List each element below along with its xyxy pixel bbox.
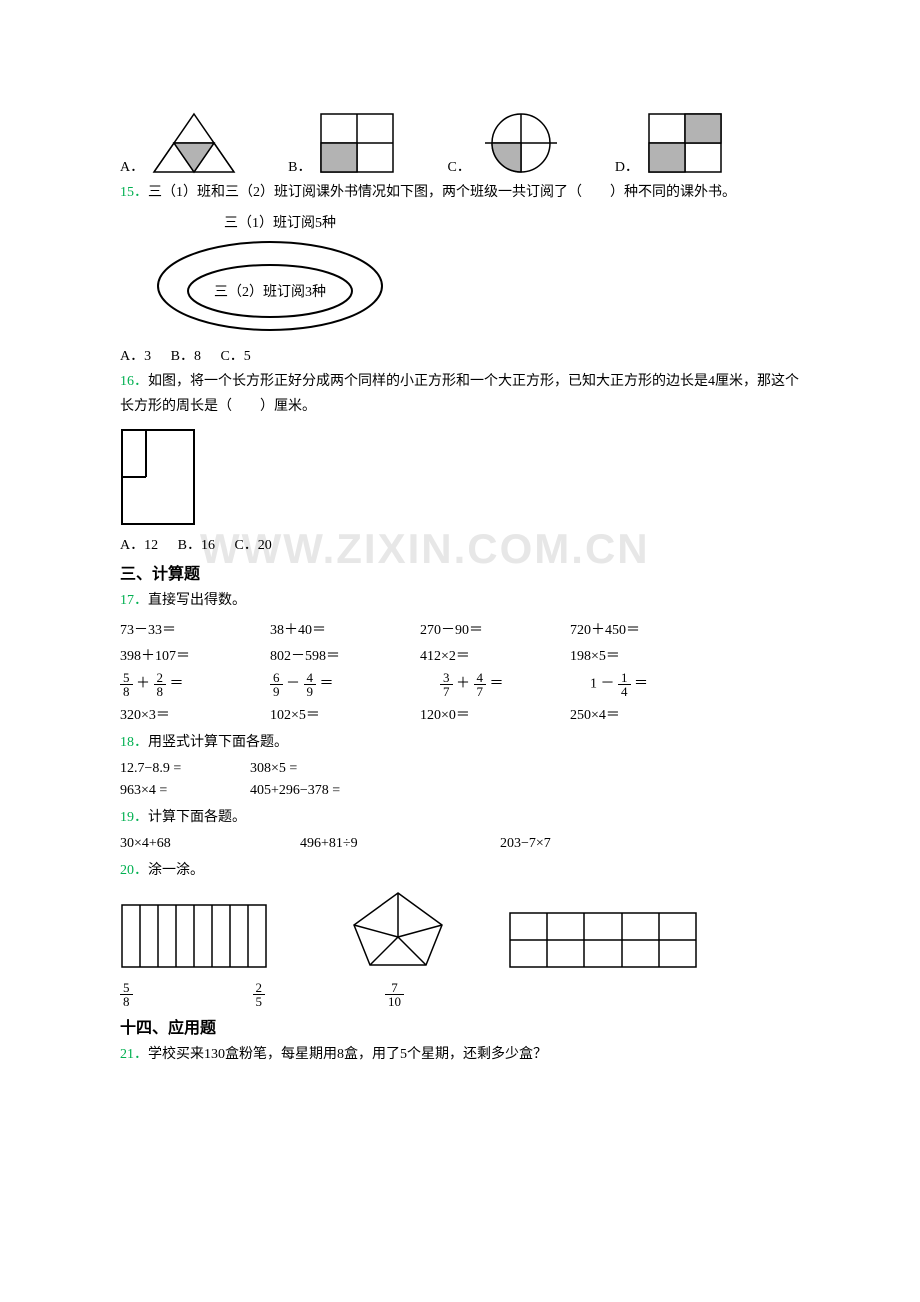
- q20-rect8: [120, 903, 268, 969]
- q17-r2c3: 412×2＝: [420, 643, 570, 667]
- q20-frac1: 58: [120, 981, 133, 1008]
- q17-r4c2: 102×5＝: [270, 702, 420, 726]
- q20-frac2: 25: [253, 981, 266, 1008]
- q17-row4: 320×3＝ 102×5＝ 120×0＝ 250×4＝: [120, 702, 800, 726]
- q16-choices: A．12 B．16 C．20: [120, 534, 800, 554]
- q18: 18．用竖式计算下面各题。: [120, 730, 800, 755]
- q21: 21．学校买来130盒粉笔，每星期用8盒，用了5个星期，还剩多少盒？: [120, 1042, 800, 1067]
- q15-choice-a: A．3: [120, 349, 151, 364]
- q14-opt-a-label: A．: [120, 156, 144, 176]
- q18-line1: 12.7−8.9 = 308×5 =: [120, 759, 800, 779]
- q21-text: 学校买来130盒粉笔，每星期用8盒，用了5个星期，还剩多少盒？: [148, 1047, 547, 1062]
- q17-frac2: 69 － 49 ＝: [270, 669, 440, 700]
- q16-choice-b: B．16: [178, 538, 215, 553]
- q14-opt-d-label: D．: [615, 156, 639, 176]
- q16-choice-c: C．20: [234, 538, 271, 553]
- q19-text: 计算下面各题。: [148, 810, 246, 825]
- q16-choice-a: A．12: [120, 538, 158, 553]
- q18-l2b: 405+296−378 =: [250, 781, 400, 801]
- q19-c: 203−7×7: [500, 834, 650, 854]
- q15-inner-label: 三（2）班订阅3种: [214, 284, 326, 300]
- q20-fracs: 58 25 710: [120, 981, 800, 1008]
- q17-row2: 398＋107＝ 802－598＝ 412×2＝ 198×5＝: [120, 643, 800, 667]
- q20-text: 涂一涂。: [148, 863, 204, 878]
- q20-figures: [120, 889, 800, 969]
- q14-opt-c-label: C．: [447, 156, 470, 176]
- q19-num: 19．: [120, 810, 148, 825]
- q15-num: 15．: [120, 185, 148, 200]
- q19-b: 496+81÷9: [300, 834, 500, 854]
- q14-opt-b-label: B．: [288, 156, 311, 176]
- q17: 17．直接写出得数。: [120, 588, 800, 613]
- q17-row1: 73－33＝ 38＋40＝ 270－90＝ 720＋450＝: [120, 617, 800, 641]
- q17-r4c4: 250×4＝: [570, 702, 720, 726]
- q14-opt-b-figure: [317, 110, 397, 176]
- q21-num: 21．: [120, 1047, 148, 1062]
- q16-num: 16．: [120, 374, 148, 389]
- q20-rect2x5: [508, 911, 698, 969]
- q16-diagram: [120, 428, 800, 528]
- q14-options-row: A． B．: [120, 110, 800, 176]
- q17-r1c3: 270－90＝: [420, 617, 570, 641]
- q17-fracrow: 58 ＋ 28 ＝ 69 － 49 ＝ 37 ＋ 47 ＝ 1 － 14 ＝: [120, 669, 800, 700]
- q17-r2c1: 398＋107＝: [120, 643, 270, 667]
- q18-l1a: 12.7−8.9 =: [120, 759, 250, 779]
- q15-choice-b: B．8: [171, 349, 201, 364]
- q17-r4c1: 320×3＝: [120, 702, 270, 726]
- q17-r2c2: 802－598＝: [270, 643, 420, 667]
- q14-opt-c-figure: [477, 110, 565, 176]
- q17-r1c2: 38＋40＝: [270, 617, 420, 641]
- q15-text: 三（1）班和三（2）班订阅课外书情况如下图，两个班级一共订阅了（ ）种不同的课外…: [148, 185, 736, 200]
- q20: 20．涂一涂。: [120, 858, 800, 883]
- q15-choices: A．3 B．8 C．5: [120, 345, 800, 365]
- q18-text: 用竖式计算下面各题。: [148, 735, 288, 750]
- q18-l1b: 308×5 =: [250, 759, 400, 779]
- q18-line2: 963×4 = 405+296−378 =: [120, 781, 800, 801]
- q18-l2a: 963×4 =: [120, 781, 250, 801]
- q14-opt-d-figure: [645, 110, 725, 176]
- q20-num: 20．: [120, 863, 148, 878]
- q15-diagram: 三（1）班订阅5种 三（2）班订阅3种: [150, 211, 800, 341]
- q18-num: 18．: [120, 735, 148, 750]
- q17-frac3: 37 ＋ 47 ＝: [440, 669, 590, 700]
- section-3-title: 三、计算题: [120, 560, 800, 584]
- q20-pentagon: [348, 889, 448, 969]
- q20-frac3: 710: [385, 981, 404, 1008]
- q15: 15．三（1）班和三（2）班订阅课外书情况如下图，两个班级一共订阅了（ ）种不同…: [120, 180, 800, 205]
- q17-text: 直接写出得数。: [148, 593, 246, 608]
- q15-choice-c: C．5: [220, 349, 250, 364]
- q16: 16．如图，将一个长方形正好分成两个同样的小正方形和一个大正方形，已知大正方形的…: [120, 369, 800, 419]
- q19-row: 30×4+68 496+81÷9 203−7×7: [120, 834, 800, 854]
- q17-r2c4: 198×5＝: [570, 643, 720, 667]
- q17-num: 17．: [120, 593, 148, 608]
- q19-a: 30×4+68: [120, 834, 300, 854]
- q15-outer-label: 三（1）班订阅5种: [224, 215, 336, 231]
- q17-r1c4: 720＋450＝: [570, 617, 720, 641]
- q16-text: 如图，将一个长方形正好分成两个同样的小正方形和一个大正方形，已知大正方形的边长是…: [120, 374, 799, 414]
- q14-opt-a-figure: [150, 110, 238, 176]
- section-14-title: 十四、应用题: [120, 1014, 800, 1038]
- q17-frac4: 1 － 14 ＝: [590, 669, 740, 700]
- q17-r1c1: 73－33＝: [120, 617, 270, 641]
- q17-frac1: 58 ＋ 28 ＝: [120, 669, 270, 700]
- q17-r4c3: 120×0＝: [420, 702, 570, 726]
- q19: 19．计算下面各题。: [120, 805, 800, 830]
